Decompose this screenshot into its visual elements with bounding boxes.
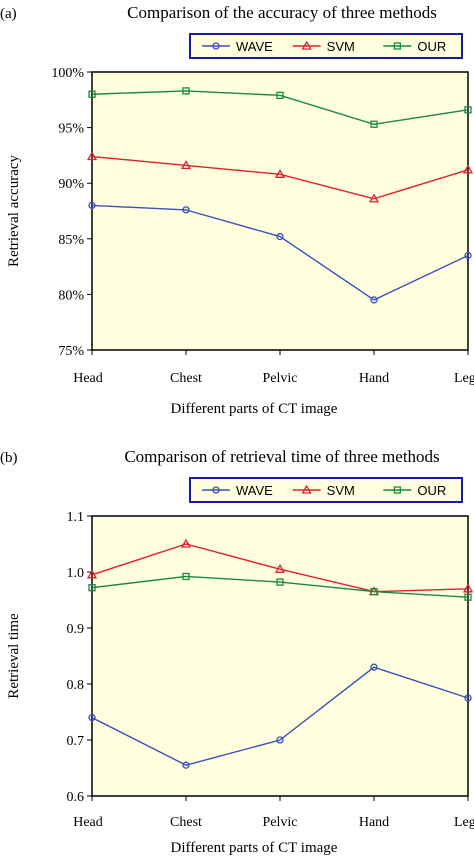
chart-b-title: Comparison of retrieval time of three me… [124,447,439,466]
chart-a-x-tick-label-hand: Hand [359,371,389,386]
chart-b-legend-label-our: OUR [417,483,446,498]
chart-a-x-axis-label: Different parts of CT image [171,401,338,417]
chart-a-panel-label: (a) [0,6,17,22]
chart-b-legend [189,477,463,503]
chart-b-point-wave-2 [276,736,284,744]
chart-a-x-tick-label-pelvic: Pelvic [263,371,298,386]
chart-a-point-our-0 [88,90,96,98]
chart-a-series-line-our [91,90,469,125]
chart-a-legend-marker-our [393,42,401,50]
chart-a-point-wave-4 [464,251,472,260]
chart-b-point-svm-2 [274,563,286,573]
chart-b-y-tick-label: 1.1 [67,510,85,525]
chart-b-y-tick-label: 0.6 [67,790,85,805]
chart-a-y-tick-label: 80% [58,288,84,303]
chart-a-point-svm-1 [180,160,192,170]
chart-b-y-axis-label: Retrieval time [6,613,22,699]
chart-a-point-svm-2 [274,168,286,178]
chart-a-point-svm-4 [462,164,474,174]
chart-b-point-our-3 [370,587,378,596]
chart-b-legend-marker-our [393,486,401,494]
chart-a-plot-area [91,71,469,351]
chart-a-y-tick-label: 75% [58,344,84,359]
chart-a-x-tick-label-chest: Chest [170,371,202,386]
chart-a-x-tick-label-leg: Leg [454,371,474,386]
chart-a-point-wave-0 [88,201,96,210]
chart-a-y-tick-label: 90% [58,177,84,192]
chart-b-x-tick-label-leg: Leg [454,815,474,830]
chart-a-point-svm-0 [86,151,98,161]
chart-b-point-our-0 [88,584,96,592]
chart-b-y-tick-label: 0.8 [67,678,85,693]
chart-b-point-our-2 [276,578,284,586]
chart-b-y-tick-label: 1.0 [67,566,85,581]
chart-b-x-tick-label-chest: Chest [170,815,202,830]
chart-a-point-our-1 [182,87,190,95]
chart-a-legend-marker-svm [301,40,312,50]
chart-a-legend-label-svm: SVM [327,39,355,54]
chart-b-point-svm-0 [86,569,98,579]
chart-a-y-axis-label: Retrieval accuracy [6,154,22,267]
chart-a-legend-label-wave: WAVE [236,39,273,54]
chart-a-point-wave-1 [182,206,190,214]
chart-a-series-line-wave [91,204,469,301]
chart-a-legend [189,33,463,59]
chart-a-legend-label-our: OUR [417,39,446,54]
chart-a-series-line-svm [91,155,469,200]
chart-b-point-wave-3 [370,663,378,671]
chart-a-y-tick-label: 85% [58,233,84,248]
chart-a-x-tick-label-head: Head [73,371,103,386]
chart-a-y-tick-label: 100% [51,66,84,81]
chart-b-y-tick-label: 0.7 [67,734,85,749]
chart-b-point-our-4 [464,593,472,601]
chart-a-point-our-2 [276,91,284,100]
chart-b-y-tick-label: 0.9 [67,622,85,637]
chart-a-point-our-3 [370,120,378,128]
chart-b-legend-marker-svm [301,484,312,494]
chart-b-point-svm-4 [462,583,474,593]
chart-a-legend-marker-wave [212,42,220,50]
chart-b-x-tick-label-hand: Hand [359,815,389,830]
chart-a-y-tick-label: 95% [58,122,84,137]
chart-a-point-svm-3 [368,193,380,203]
chart-b-series-line-our [91,575,469,598]
chart-b-series-line-wave [91,666,469,766]
chart-a-point-wave-2 [276,232,284,241]
chart-b-series-line-svm [91,543,469,593]
chart-b-point-our-1 [182,572,190,581]
chart-a-point-our-4 [464,106,472,114]
chart-b-legend-marker-wave [212,486,220,494]
chart-b-legend-label-wave: WAVE [236,483,273,498]
chart-b-x-tick-label-head: Head [73,815,103,830]
chart-b-point-svm-1 [180,538,192,548]
chart-b-plot-area [91,515,469,797]
chart-b-point-wave-4 [464,694,472,702]
chart-b-panel-label: (b) [0,450,18,466]
chart-a-point-wave-3 [370,296,378,304]
chart-b-x-tick-label-pelvic: Pelvic [263,815,298,830]
chart-a-title: Comparison of the accuracy of three meth… [127,3,437,22]
chart-b-x-axis-label: Different parts of CT image [171,840,338,856]
chart-b-point-wave-0 [88,713,96,722]
chart-b-legend-label-svm: SVM [327,483,355,498]
chart-b-point-wave-1 [182,761,190,769]
